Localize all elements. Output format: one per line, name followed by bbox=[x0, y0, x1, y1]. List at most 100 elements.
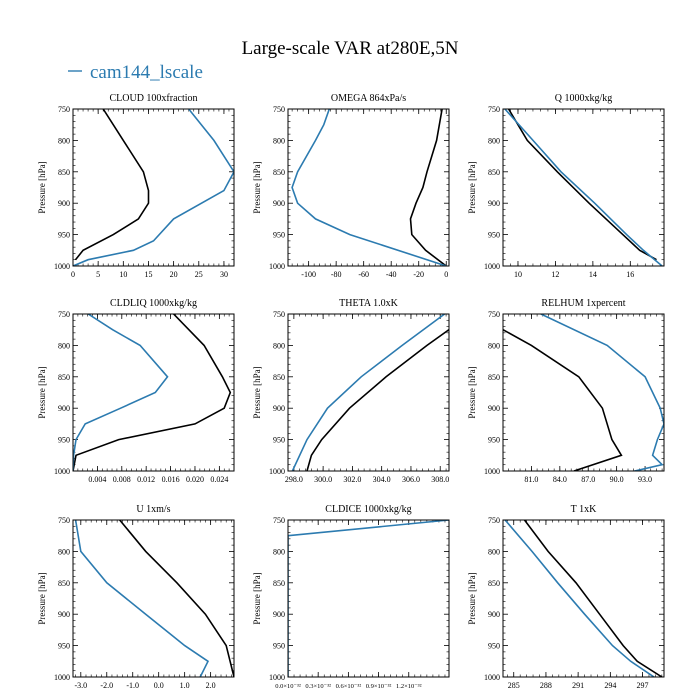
y-tick-label: 800 bbox=[273, 341, 285, 350]
x-tick-label: -1.0 bbox=[126, 681, 139, 690]
y-tick-label: 750 bbox=[58, 516, 70, 525]
x-tick-label: 0.024 bbox=[210, 475, 228, 484]
panel-9: T 1xK Pressure [hPa] 750 800 850 900 950 1000 28… bbox=[467, 504, 665, 690]
y-tick-label: 800 bbox=[488, 547, 500, 556]
series-line-cam144-lscale bbox=[540, 314, 664, 471]
x-tick-label: 93.0 bbox=[638, 475, 652, 484]
panel-title: CLDICE 1000xkg/kg bbox=[325, 504, 411, 515]
y-tick-label: 1000 bbox=[269, 673, 285, 682]
series-line-cam144-lscale bbox=[73, 314, 169, 471]
series-line-cam144-lscale bbox=[291, 314, 446, 471]
panel-title: CLDLIQ 1000xkg/kg bbox=[110, 298, 197, 309]
x-tick-label: 285 bbox=[508, 681, 520, 690]
y-axis-label: Pressure [hPa] bbox=[252, 161, 262, 213]
y-tick-label: 750 bbox=[273, 516, 285, 525]
y-tick-label: 900 bbox=[58, 199, 70, 208]
x-tick-label: 81.0 bbox=[524, 475, 538, 484]
x-tick-label: 298.0 bbox=[285, 475, 303, 484]
panel-title: THETA 1.0xK bbox=[339, 298, 398, 309]
y-tick-label: 750 bbox=[273, 105, 285, 114]
x-tick-label: 2.0 bbox=[206, 681, 216, 690]
y-axis-label: Pressure [hPa] bbox=[252, 572, 262, 624]
x-tick-label: 0.0×10⁻³² bbox=[275, 683, 301, 690]
series-line-obs bbox=[73, 314, 232, 471]
x-tick-label: 87.0 bbox=[581, 475, 595, 484]
plot-frame bbox=[502, 313, 665, 472]
y-tick-label: 800 bbox=[488, 341, 500, 350]
x-tick-label: -20 bbox=[413, 270, 424, 279]
y-tick-label: 950 bbox=[58, 436, 70, 445]
y-tick-label: 800 bbox=[58, 136, 70, 145]
plot-frame bbox=[72, 313, 235, 472]
plot-frame bbox=[287, 313, 450, 472]
y-tick-label: 750 bbox=[273, 310, 285, 319]
y-tick-label: 950 bbox=[58, 231, 70, 240]
y-tick-label: 850 bbox=[488, 373, 500, 382]
y-tick-label: 900 bbox=[58, 404, 70, 413]
y-tick-label: 800 bbox=[488, 136, 500, 145]
y-tick-label: 750 bbox=[58, 105, 70, 114]
x-tick-label: 1.2×10⁻³² bbox=[396, 683, 422, 690]
panel-title: OMEGA 864xPa/s bbox=[331, 93, 406, 104]
panel-2: OMEGA 864xPa/s Pressure [hPa] 750 800 850 900… bbox=[252, 93, 450, 279]
series-line-obs bbox=[523, 520, 663, 677]
x-tick-label: 5 bbox=[96, 270, 100, 279]
y-tick-label: 800 bbox=[273, 547, 285, 556]
x-tick-label: 10 bbox=[514, 270, 522, 279]
x-tick-label: 0.3×10⁻³² bbox=[305, 683, 331, 690]
panel-7: U 1xm/s Pressure [hPa] 750 800 850 900 950 1000… bbox=[37, 504, 235, 690]
x-tick-label: 302.0 bbox=[343, 475, 361, 484]
y-tick-label: 1000 bbox=[54, 673, 70, 682]
series-line-obs bbox=[503, 328, 623, 471]
x-tick-label: -2.0 bbox=[100, 681, 113, 690]
series-line-cam144-lscale bbox=[291, 109, 447, 266]
x-tick-label: 1.0 bbox=[180, 681, 190, 690]
y-tick-label: 850 bbox=[273, 579, 285, 588]
x-tick-label: 15 bbox=[144, 270, 152, 279]
series-line-obs bbox=[306, 329, 449, 471]
y-axis-label: Pressure [hPa] bbox=[252, 366, 262, 418]
y-tick-label: 950 bbox=[488, 436, 500, 445]
panel-5: THETA 1.0xK Pressure [hPa] 750 800 850 900 950… bbox=[252, 298, 450, 484]
x-tick-label: 0.9×10⁻³² bbox=[366, 683, 392, 690]
y-tick-label: 1000 bbox=[269, 262, 285, 271]
plot-frame bbox=[502, 519, 665, 678]
figure-title: Large-scale VAR at280E,5N bbox=[242, 38, 459, 59]
series-line-obs bbox=[409, 109, 447, 266]
y-tick-label: 800 bbox=[273, 136, 285, 145]
y-tick-label: 850 bbox=[58, 373, 70, 382]
y-tick-label: 900 bbox=[488, 404, 500, 413]
plot-frame bbox=[72, 108, 235, 267]
plot-frame bbox=[287, 108, 450, 267]
panels: CLOUD 100xfraction Pressure [hPa] 750 800 85… bbox=[37, 93, 665, 690]
x-tick-label: 304.0 bbox=[373, 475, 391, 484]
panel-title: CLOUD 100xfraction bbox=[109, 93, 197, 104]
y-tick-label: 750 bbox=[58, 310, 70, 319]
y-axis-label: Pressure [hPa] bbox=[37, 366, 47, 418]
plot-frame bbox=[502, 108, 665, 267]
legend-label: cam144_lscale bbox=[90, 62, 203, 83]
x-tick-label: 0.020 bbox=[186, 475, 204, 484]
y-tick-label: 1000 bbox=[54, 467, 70, 476]
panel-8: CLDICE 1000xkg/kg Pressure [hPa] 750 800 850… bbox=[252, 504, 450, 690]
x-tick-label: 10 bbox=[119, 270, 127, 279]
y-tick-label: 850 bbox=[273, 168, 285, 177]
series-line-obs bbox=[119, 520, 234, 677]
x-tick-label: 291 bbox=[572, 681, 584, 690]
x-tick-label: 300.0 bbox=[314, 475, 332, 484]
y-tick-label: 850 bbox=[273, 373, 285, 382]
y-axis-label: Pressure [hPa] bbox=[467, 572, 477, 624]
panel-6: RELHUM 1xpercent Pressure [hPa] 750 800 850 9… bbox=[467, 298, 665, 484]
panel-title: Q 1000xkg/kg bbox=[555, 93, 613, 104]
y-tick-label: 1000 bbox=[269, 467, 285, 476]
y-tick-label: 950 bbox=[488, 642, 500, 651]
y-tick-label: 850 bbox=[58, 579, 70, 588]
x-tick-label: 30 bbox=[220, 270, 228, 279]
panel-4: CLDLIQ 1000xkg/kg Pressure [hPa] 750 800 850… bbox=[37, 298, 235, 484]
series-line-cam144-lscale bbox=[504, 109, 663, 266]
x-tick-label: 0.6×10⁻³² bbox=[336, 683, 362, 690]
x-tick-label: 0 bbox=[71, 270, 75, 279]
y-tick-label: 950 bbox=[58, 642, 70, 651]
x-tick-label: 0 bbox=[444, 270, 448, 279]
x-tick-label: 90.0 bbox=[610, 475, 624, 484]
